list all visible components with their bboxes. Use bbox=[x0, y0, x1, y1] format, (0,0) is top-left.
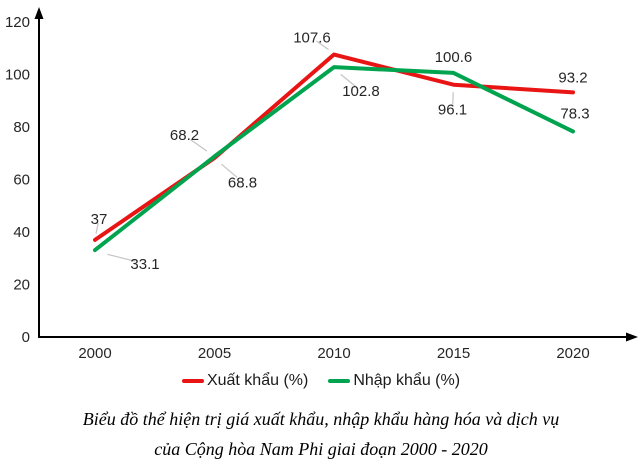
data-point-label: 96.1 bbox=[438, 102, 467, 119]
label-leader-line bbox=[95, 222, 99, 234]
chart-caption: Biểu đồ thể hiện trị giá xuất khẩu, nhập… bbox=[0, 404, 642, 464]
y-tick-label: 100 bbox=[5, 67, 30, 84]
data-point-label: 102.8 bbox=[342, 83, 380, 100]
data-point-label: 33.1 bbox=[130, 256, 159, 273]
data-point-label: 100.6 bbox=[435, 49, 473, 66]
x-tick-label: 2015 bbox=[437, 345, 470, 362]
x-tick-label: 2010 bbox=[317, 345, 350, 362]
data-point-label: 68.8 bbox=[228, 174, 257, 191]
series-line bbox=[93, 65, 575, 253]
data-point-label: 78.3 bbox=[560, 105, 589, 122]
y-tick-label: 120 bbox=[5, 14, 30, 31]
label-leader-line bbox=[107, 253, 136, 262]
label-leader-line bbox=[190, 139, 208, 152]
x-axis-arrow-icon bbox=[626, 332, 638, 342]
caption-line-2: của Cộng hòa Nam Phi giai đoạn 2000 - 20… bbox=[154, 439, 488, 459]
legend-item-export: Xuất khẩu (%) bbox=[181, 372, 309, 390]
legend-label-export: Xuất khẩu (%) bbox=[206, 372, 309, 389]
legend-item-import: Nhập khẩu (%) bbox=[328, 372, 460, 390]
caption-line-1: Biểu đồ thể hiện trị giá xuất khẩu, nhập… bbox=[82, 409, 560, 429]
series-line bbox=[93, 52, 575, 242]
legend-label-import: Nhập khẩu (%) bbox=[353, 372, 461, 389]
y-tick-label: 20 bbox=[13, 277, 30, 294]
x-tick-label: 2020 bbox=[556, 345, 589, 362]
y-tick-label: 60 bbox=[13, 172, 30, 189]
data-point-label: 93.2 bbox=[558, 69, 587, 86]
y-axis-arrow-icon bbox=[34, 7, 44, 19]
export-line-swatch bbox=[181, 379, 204, 383]
import-line-swatch bbox=[328, 379, 351, 383]
data-point-label: 68.2 bbox=[170, 127, 199, 144]
y-tick-label: 80 bbox=[13, 119, 30, 136]
x-tick-label: 2005 bbox=[198, 345, 231, 362]
label-leader-line bbox=[452, 92, 454, 105]
x-tick-label: 2000 bbox=[78, 345, 111, 362]
data-point-label: 37 bbox=[91, 211, 108, 228]
chart-legend: Xuất khẩu (%) Nhập khẩu (%) bbox=[0, 370, 642, 392]
label-leader-line bbox=[340, 73, 356, 87]
y-tick-label: 0 bbox=[22, 329, 30, 346]
data-point-label: 107.6 bbox=[293, 30, 331, 47]
label-leader-line bbox=[221, 163, 238, 178]
label-leader-line bbox=[316, 40, 329, 50]
y-tick-label: 40 bbox=[13, 224, 30, 241]
line-chart-canvas: 0 20 40 60 80 100 120 2000 2005 2010 2015 2020 37 68.… bbox=[5, 7, 638, 362]
